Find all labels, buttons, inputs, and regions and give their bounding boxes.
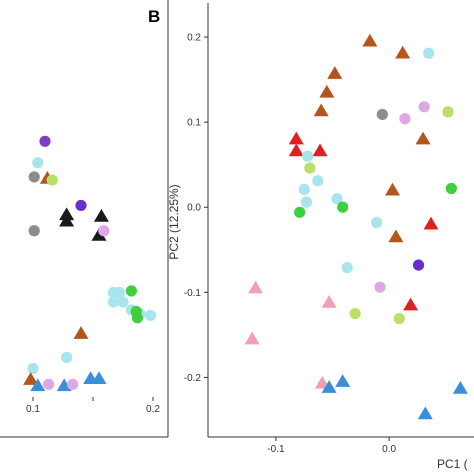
panel-a-circle-point (131, 312, 143, 324)
panel-b-triangle-point (335, 374, 351, 387)
panel-b-triangle-point (327, 66, 343, 79)
panel-b-circle-point (337, 201, 349, 213)
panel-b-circle-point (418, 101, 430, 113)
panel-b-circle-point (442, 106, 454, 118)
panel-a-circle-point (145, 309, 157, 322)
panel-b-x-tick-label: -0.1 (267, 444, 285, 455)
panel-b-circle-point (304, 162, 316, 174)
panel-b-triangle-point (288, 143, 304, 157)
panel-b-circle-point (412, 259, 425, 271)
panel-b-y-axis-title: PC2 (12.25%) (167, 184, 181, 259)
panel-a-triangle-point (91, 228, 107, 241)
panel-a-circle-point (32, 157, 44, 169)
panel-a-circle-point (117, 296, 129, 308)
panel-b-triangle-point (312, 143, 328, 157)
panel-b-circle-point (300, 196, 313, 208)
panel-a: 0.1 0.2 (0, 0, 169, 438)
panel-b-circle-point (294, 206, 306, 218)
panel-b-triangle-point (288, 131, 304, 145)
panel-b-circle-point (298, 183, 310, 195)
panel-b-triangle-point (415, 131, 431, 145)
panel-a-circle-point (28, 225, 40, 237)
panel-b-y-tick-label: -0.1 (184, 288, 202, 299)
panel-a-circle-point (75, 199, 87, 212)
panel-b-label: B (148, 7, 160, 26)
panel-b-triangle-point (423, 216, 439, 230)
panel-a-triangle-point (91, 371, 107, 385)
panel-b-circle-point (376, 108, 388, 121)
panel-a-circle-point (43, 378, 55, 390)
panel-b-triangle-point (395, 45, 411, 59)
panel-a-x-tick-label: 0.2 (146, 404, 160, 415)
panel-a-triangle-point (93, 209, 109, 222)
panel-a-x-tick-label: 0.1 (26, 404, 40, 415)
panel-a-ticks: 0.1 0.2 (26, 397, 160, 415)
panel-b-circle-point (445, 182, 457, 195)
panel-b-circle-point (302, 150, 314, 162)
panel-a-triangle-point (23, 372, 39, 385)
panel-b-triangle-point (388, 229, 404, 243)
panel-a-circle-point (39, 135, 51, 147)
panel-b-y-tick-label: 0.2 (187, 33, 201, 44)
panel-a-triangle-point (59, 207, 75, 221)
panel-b-triangle-point (319, 84, 335, 98)
panel-a-points (23, 135, 157, 392)
panel-b-triangle-point (248, 280, 264, 294)
panel-b-circle-point (341, 262, 353, 274)
panel-b-ticks: -0.1 0.0 0.2 0.1 0.0 -0.1 -0.2 (184, 33, 397, 455)
panel-a-circle-point (107, 296, 119, 308)
panel-b-circle-point (371, 216, 383, 229)
panel-a-circle-point (125, 285, 137, 297)
panel-b-y-tick-label: 0.0 (187, 203, 201, 214)
panel-a-circle-point (98, 225, 110, 237)
panel-b-triangle-point (403, 297, 419, 311)
panel-b-triangle-point (385, 182, 401, 196)
panel-b-triangle-point (452, 380, 468, 394)
panel-b-circle-point (374, 281, 386, 293)
panel-b-y-tick-label: -0.2 (184, 373, 202, 384)
panel-b-x-tick-label: 0.0 (382, 444, 396, 455)
panel-a-circle-point (67, 378, 79, 390)
panel-b-triangle-point (362, 33, 378, 47)
panel-b-x-axis-title: PC1 ( (437, 457, 468, 471)
panel-b-triangle-point (321, 380, 337, 393)
panel-b-circle-point (423, 47, 435, 59)
panel-a-triangle-point (73, 326, 89, 339)
panel-b-circle-point (331, 193, 343, 205)
panel-b-y-tick-label: 0.1 (187, 118, 201, 129)
panel-a-circle-point (61, 351, 73, 364)
panel-b-triangle-point (417, 406, 433, 420)
panel-b-triangle-point (321, 295, 337, 308)
panel-b-circle-point (312, 175, 324, 187)
panel-b-points (244, 33, 468, 420)
panel-a-circle-point (113, 286, 125, 299)
panel-b-triangle-point (244, 331, 260, 345)
panel-a-triangle-point (30, 378, 46, 392)
panel-a-circle-point (46, 174, 58, 186)
panel-b-circle-point (393, 313, 405, 325)
panel-b: B -0.1 0.00.20.10.0-0.1-0.2 PC2 (12.25%) … (148, 3, 474, 471)
panel-a-circle-point (27, 362, 39, 375)
panel-b-circle-point (399, 113, 411, 125)
panel-a-circle-point (28, 171, 40, 183)
panel-a-triangle-point (56, 378, 72, 392)
panel-b-circle-point (349, 308, 361, 320)
panel-b-triangle-point (313, 103, 329, 117)
